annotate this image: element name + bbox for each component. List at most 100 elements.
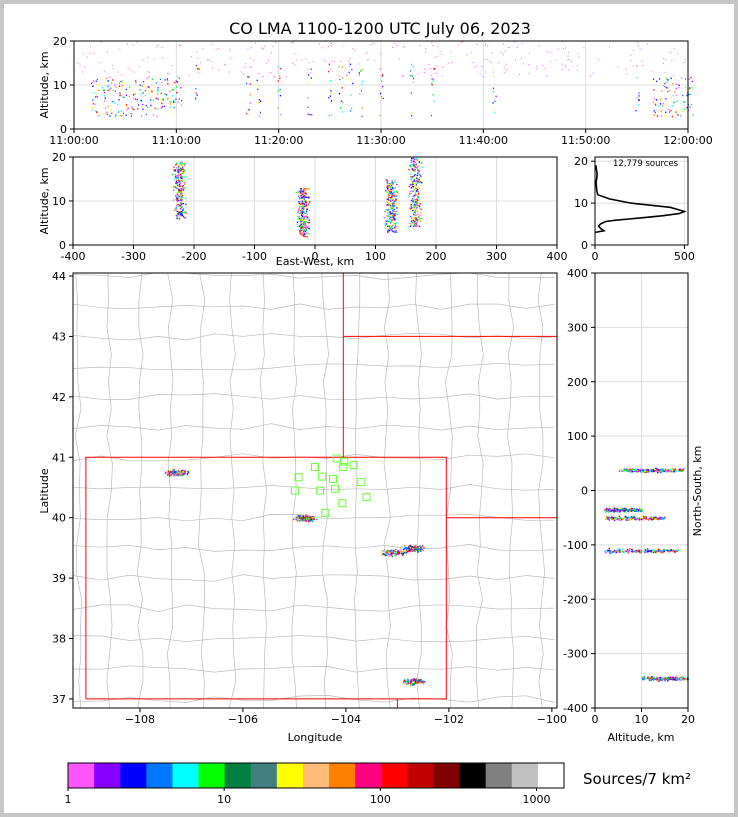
source-point xyxy=(567,55,569,57)
source-point xyxy=(366,52,368,54)
source-point xyxy=(683,678,686,680)
source-point xyxy=(393,210,395,212)
source-point xyxy=(108,89,111,91)
source-point xyxy=(638,550,640,552)
source-point xyxy=(627,509,629,512)
plan-view-xtick-label: −106 xyxy=(228,713,258,726)
source-point xyxy=(300,203,302,205)
source-point xyxy=(611,507,613,510)
source-point xyxy=(647,469,649,471)
source-point xyxy=(673,469,675,471)
source-point xyxy=(301,518,304,520)
source-point xyxy=(641,515,644,517)
source-point xyxy=(538,45,540,47)
source-point xyxy=(175,209,177,211)
source-point xyxy=(417,179,419,181)
source-point xyxy=(688,89,690,91)
source-point xyxy=(387,183,389,186)
source-point xyxy=(179,198,182,201)
source-point xyxy=(394,226,397,228)
source-point xyxy=(390,198,392,201)
altitude-histogram-xtick-label: 500 xyxy=(674,250,695,263)
source-point xyxy=(644,515,646,518)
source-point xyxy=(394,43,396,45)
source-point xyxy=(111,112,113,115)
source-point xyxy=(402,46,404,48)
source-point xyxy=(410,680,412,682)
source-point xyxy=(292,62,294,64)
source-point xyxy=(417,205,419,207)
source-point xyxy=(338,65,340,68)
source-point xyxy=(503,67,505,69)
station-marker xyxy=(294,473,303,482)
source-point xyxy=(176,175,179,178)
source-point xyxy=(654,678,656,680)
source-point xyxy=(174,169,176,171)
source-point xyxy=(352,47,354,49)
source-point xyxy=(309,201,311,203)
source-point xyxy=(662,517,664,519)
source-point xyxy=(409,549,411,551)
source-point xyxy=(623,511,625,513)
source-point xyxy=(303,197,305,199)
source-point xyxy=(414,546,416,549)
source-point xyxy=(304,224,306,226)
source-point xyxy=(420,678,422,681)
source-point xyxy=(676,677,679,680)
source-point xyxy=(388,185,390,187)
source-point xyxy=(120,80,122,83)
source-point xyxy=(619,508,621,510)
source-point xyxy=(471,52,473,54)
source-point xyxy=(386,186,388,188)
source-point xyxy=(654,518,656,520)
source-point xyxy=(650,518,652,520)
source-point xyxy=(395,181,397,184)
source-point xyxy=(634,517,636,519)
source-point xyxy=(616,508,618,511)
source-point xyxy=(180,174,182,177)
source-point xyxy=(484,44,486,46)
source-point xyxy=(384,210,386,213)
source-point xyxy=(297,211,299,213)
source-point xyxy=(181,164,183,166)
source-point xyxy=(274,41,276,43)
source-point xyxy=(670,550,673,553)
source-point xyxy=(479,73,481,75)
source-point xyxy=(386,181,388,184)
source-point xyxy=(301,211,303,213)
county-line xyxy=(73,423,555,431)
source-point xyxy=(299,232,302,234)
source-point xyxy=(626,518,629,521)
source-point xyxy=(412,208,414,210)
source-point xyxy=(607,518,609,520)
source-point xyxy=(309,519,312,521)
source-point xyxy=(329,95,331,97)
source-point xyxy=(627,519,629,522)
source-point xyxy=(391,212,393,214)
source-point xyxy=(620,509,622,511)
source-point xyxy=(592,72,594,74)
source-point xyxy=(417,196,420,198)
source-point xyxy=(305,203,307,205)
source-point xyxy=(633,468,635,470)
source-point xyxy=(655,104,657,106)
source-point xyxy=(411,217,413,219)
source-point xyxy=(683,101,685,103)
source-point xyxy=(408,195,410,197)
source-point xyxy=(183,169,185,171)
source-point xyxy=(655,467,657,469)
source-point xyxy=(417,182,419,184)
source-point xyxy=(407,682,410,685)
source-point xyxy=(151,90,153,93)
source-point xyxy=(296,223,299,226)
source-point xyxy=(664,85,666,88)
source-point xyxy=(106,51,108,53)
source-point xyxy=(628,469,631,472)
source-point xyxy=(270,72,272,74)
source-point xyxy=(641,509,643,511)
source-point xyxy=(304,235,306,238)
source-point xyxy=(407,546,410,548)
source-point xyxy=(114,84,116,86)
source-point xyxy=(667,90,669,93)
source-point xyxy=(647,518,649,520)
